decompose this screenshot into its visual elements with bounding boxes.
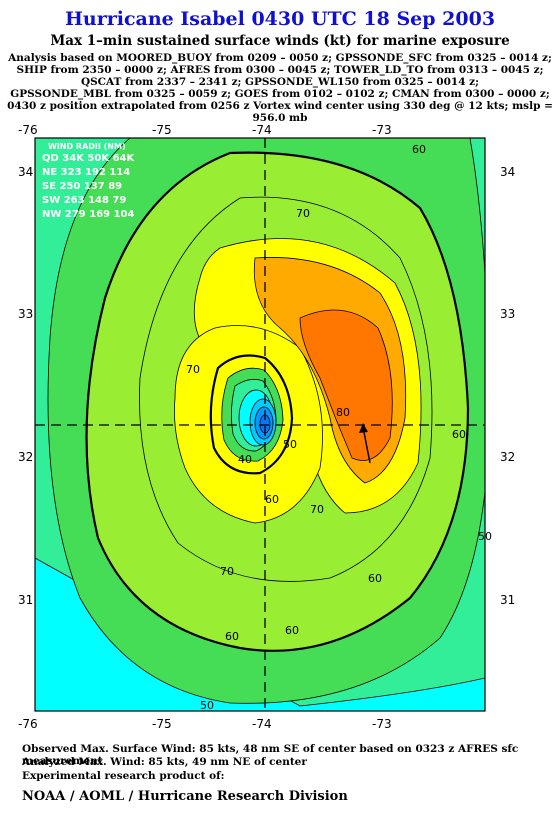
wind-radii-title: WIND RADII (NM) (48, 142, 126, 151)
wind-radii-row: QD 34K 50K 64K (42, 153, 135, 164)
lon-label: -74 (252, 717, 272, 731)
analysis-line: 0430 z position extrapolated from 0256 z… (7, 100, 553, 124)
wind-radii-row: SW 263 148 79 (42, 195, 126, 206)
contour-label: 60 (265, 493, 279, 506)
observed-max-wind: Observed Max. Surface Wind: 85 kts, 48 n… (22, 743, 519, 767)
wind-radii-row: NE 323 192 114 (42, 167, 130, 178)
contour-label: 70 (220, 565, 234, 578)
organization-name: NOAA / AOML / Hurricane Research Divisio… (22, 789, 348, 804)
lon-label: -73 (372, 123, 392, 137)
contour-label: 50 (283, 438, 297, 451)
wind-radii-table: WIND RADII (NM) QD 34K 50K 64K NE 323 19… (42, 142, 135, 220)
map-subtitle: Max 1–min sustained surface winds (kt) f… (50, 33, 510, 49)
analysis-line: GPSSONDE_MBL from 0325 – 0059 z; GOES fr… (10, 88, 550, 100)
lat-label: 31 (500, 593, 515, 607)
max-wind-marker (359, 423, 368, 433)
analysis-line: QSCAT from 2337 – 2341 z; GPSSONDE_WL150… (80, 76, 480, 88)
contour-label: 70 (310, 503, 324, 516)
contour-label: 60 (452, 428, 466, 441)
lat-label: 34 (500, 165, 515, 179)
wind-radii-row: NW 279 169 104 (42, 209, 135, 220)
wind-radii-row: SE 250 137 89 (42, 181, 122, 192)
analysis-line: Analysis based on MOORED_BUOY from 0209 … (8, 52, 552, 64)
lat-label: 33 (500, 307, 515, 321)
contour-label: 60 (412, 143, 426, 156)
lat-label: 31 (18, 593, 33, 607)
analysis-line: SHIP from 2350 – 0000 z; AFRES from 0300… (16, 64, 544, 76)
lon-label: -75 (152, 717, 172, 731)
contour-label: 40 (238, 453, 252, 466)
lon-label: -74 (252, 123, 272, 137)
contour-label: 60 (225, 630, 239, 643)
lon-label: -76 (18, 717, 38, 731)
wind-contour-field (35, 138, 485, 711)
lon-label: -75 (152, 123, 172, 137)
lat-label: 32 (500, 450, 515, 464)
analyzed-max-wind: Analyzed Max. Wind: 85 kts, 49 nm NE of … (22, 756, 307, 768)
motion-vector (362, 426, 371, 464)
contour-label: 70 (296, 207, 310, 220)
contour-label: 60 (368, 572, 382, 585)
lat-label: 33 (18, 307, 33, 321)
lat-label: 32 (18, 450, 33, 464)
contour-label: 60 (285, 624, 299, 637)
wind-field-map: -76 -75 -74 -73 -76 -75 -74 -73 34 33 32… (18, 123, 515, 731)
lon-label: -76 (18, 123, 38, 137)
map-title: Hurricane Isabel 0430 UTC 18 Sep 2003 (64, 8, 496, 30)
lon-label: -73 (372, 717, 392, 731)
experimental-note: Experimental research product of: (22, 770, 225, 782)
lat-label: 34 (18, 165, 33, 179)
contour-label: 50 (200, 699, 214, 712)
contour-label: 70 (186, 363, 200, 376)
contour-label: 80 (336, 406, 350, 419)
